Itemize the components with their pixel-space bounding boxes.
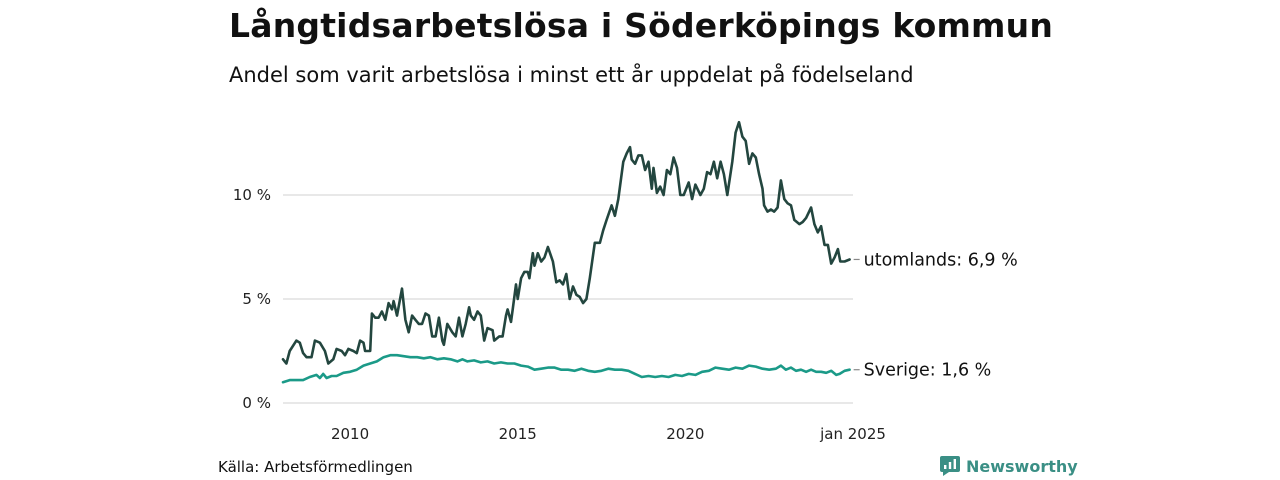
page-subtitle: Andel som varit arbetslösa i minst ett å… bbox=[229, 63, 914, 87]
newsworthy-logo-icon bbox=[940, 456, 960, 476]
end-label-utomlands: utomlands: 6,9 % bbox=[864, 250, 1018, 270]
x-tick-label: 2020 bbox=[666, 425, 704, 443]
x-tick-label: jan 2025 bbox=[819, 425, 886, 443]
source-note: Källa: Arbetsförmedlingen bbox=[218, 458, 413, 476]
series-line-utomlands bbox=[281, 120, 851, 365]
page-title: Långtidsarbetslösa i Söderköpings kommun bbox=[229, 6, 1054, 45]
brand-name: Newsworthy bbox=[966, 456, 1078, 476]
y-tick-label: 0 % bbox=[242, 394, 271, 412]
y-tick-label: 5 % bbox=[242, 290, 271, 308]
end-label-sverige: Sverige: 1,6 % bbox=[864, 361, 992, 381]
x-tick-label: 2015 bbox=[499, 425, 537, 443]
series-line-sverige bbox=[281, 353, 851, 384]
brand-logo: Newsworthy bbox=[940, 456, 1078, 476]
x-tick-label: 2010 bbox=[331, 425, 369, 443]
y-tick-label: 10 % bbox=[233, 186, 271, 204]
